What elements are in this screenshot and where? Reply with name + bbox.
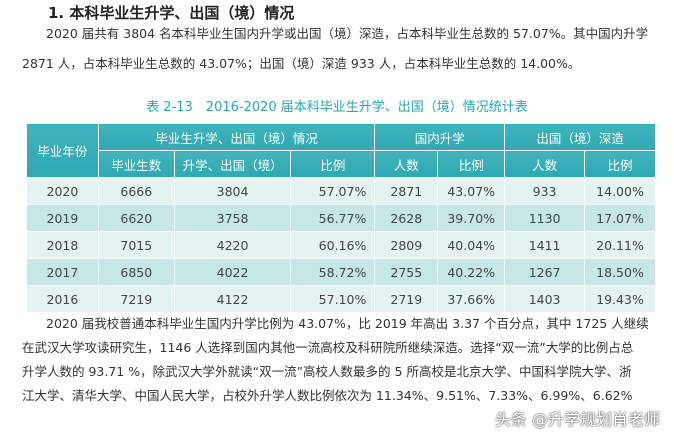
section-heading: 1. 本科毕业生升学、出国（境）情况 [48, 4, 295, 22]
subheader-cell: 人数 [504, 150, 586, 178]
table-cell: 40.04% [437, 231, 506, 259]
table-cell: 3804 [173, 177, 292, 205]
table-cell: 57.10% [290, 285, 376, 313]
table-row: 2018 7015 4220 60.16% 2809 40.04% 1411 20.11% [26, 231, 656, 259]
table-cell: 19.43% [584, 285, 656, 313]
subheader-cell: 毕业生数 [97, 150, 175, 178]
paragraph-line: 在武汉大学攻读研究生，1146 人选择到国内其他一流高校及科研院所继续深造。选择… [22, 340, 634, 355]
table-cell: 6850 [97, 258, 175, 286]
table-cell: 2809 [374, 231, 439, 259]
subheader-cell: 比例 [290, 150, 376, 178]
table-cell: 7015 [97, 231, 175, 259]
table-cell: 2020 [26, 177, 99, 205]
table-cell: 6666 [97, 177, 175, 205]
statistics-table: 毕业年份 毕业生升学、出国（境）情况 国内升学 出国（境）深造 毕业生数 升学、出… [26, 123, 656, 313]
table-cell: 4220 [173, 231, 292, 259]
table-row: 2020 6666 3804 57.07% 2871 43.07% 933 14.00% [26, 177, 656, 205]
table-cell: 1130 [504, 204, 586, 232]
table-cell: 2628 [374, 204, 439, 232]
table-cell: 2755 [374, 258, 439, 286]
table-cell: 6620 [97, 204, 175, 232]
header-total: 毕业生升学、出国（境）情况 [97, 123, 376, 151]
table-cell: 17.07% [584, 204, 656, 232]
table-cell: 43.07% [437, 177, 506, 205]
table-cell: 4022 [173, 258, 292, 286]
table-cell: 37.66% [437, 285, 506, 313]
table-cell: 2719 [374, 285, 439, 313]
paragraph-line: 升学人数的 93.71 %，除武汉大学外就读“双一流”高校人数最多的 5 所高校… [22, 364, 632, 379]
table-cell: 57.07% [290, 177, 376, 205]
paragraph-line: 2871 人，占本科毕业生总数的 43.07%；出国（境）深造 933 人，占本… [22, 56, 581, 71]
table-cell: 40.22% [437, 258, 506, 286]
table-cell: 56.77% [290, 204, 376, 232]
table-cell: 2016 [26, 285, 99, 313]
table-cell: 7219 [97, 285, 175, 313]
table-cell: 60.16% [290, 231, 376, 259]
table-cell: 2017 [26, 258, 99, 286]
table-cell: 58.72% [290, 258, 376, 286]
table-cell: 14.00% [584, 177, 656, 205]
table-cell: 2018 [26, 231, 99, 259]
header-abroad: 出国（境）深造 [504, 123, 656, 151]
subheader-cell: 升学、出国（境） [173, 150, 292, 178]
subheader-cell: 比例 [437, 150, 506, 178]
subheader-cell: 人数 [374, 150, 439, 178]
table-cell: 18.50% [584, 258, 656, 286]
table-cell: 1267 [504, 258, 586, 286]
watermark: 头条 @升学规划肖老师 [494, 410, 660, 429]
table-cell: 20.11% [584, 231, 656, 259]
table-cell: 933 [504, 177, 586, 205]
table-cell: 2871 [374, 177, 439, 205]
table-cell: 1403 [504, 285, 586, 313]
table-cell: 1411 [504, 231, 586, 259]
header-domestic: 国内升学 [374, 123, 506, 151]
paragraph-line: 2020 届共有 3804 名本科毕业生国内升学或出国（境）深造，占本科毕业生总… [46, 26, 649, 41]
table-cell: 2019 [26, 204, 99, 232]
paragraph-line: 2020 届我校普通本科毕业生国内升学比例为 43.07%，比 2019 年高出… [46, 316, 649, 331]
table-cell: 4122 [173, 285, 292, 313]
subheader-cell: 比例 [584, 150, 656, 178]
table-caption: 表 2-13 2016-2020 届本科毕业生升学、出国（境）情况统计表 [146, 100, 528, 115]
table-row: 2017 6850 4022 58.72% 2755 40.22% 1267 18.50% [26, 258, 656, 286]
table-row: 2016 7219 4122 57.10% 2719 37.66% 1403 19.43% [26, 285, 656, 313]
header-year: 毕业年份 [26, 123, 99, 178]
table-cell: 3758 [173, 204, 292, 232]
table-cell: 39.70% [437, 204, 506, 232]
paragraph-line: 江大学、清华大学、中国人民大学，占校外升学人数比例依次为 11.34%、9.51… [22, 388, 633, 403]
table-row: 2019 6620 3758 56.77% 2628 39.70% 1130 17.07% [26, 204, 656, 232]
